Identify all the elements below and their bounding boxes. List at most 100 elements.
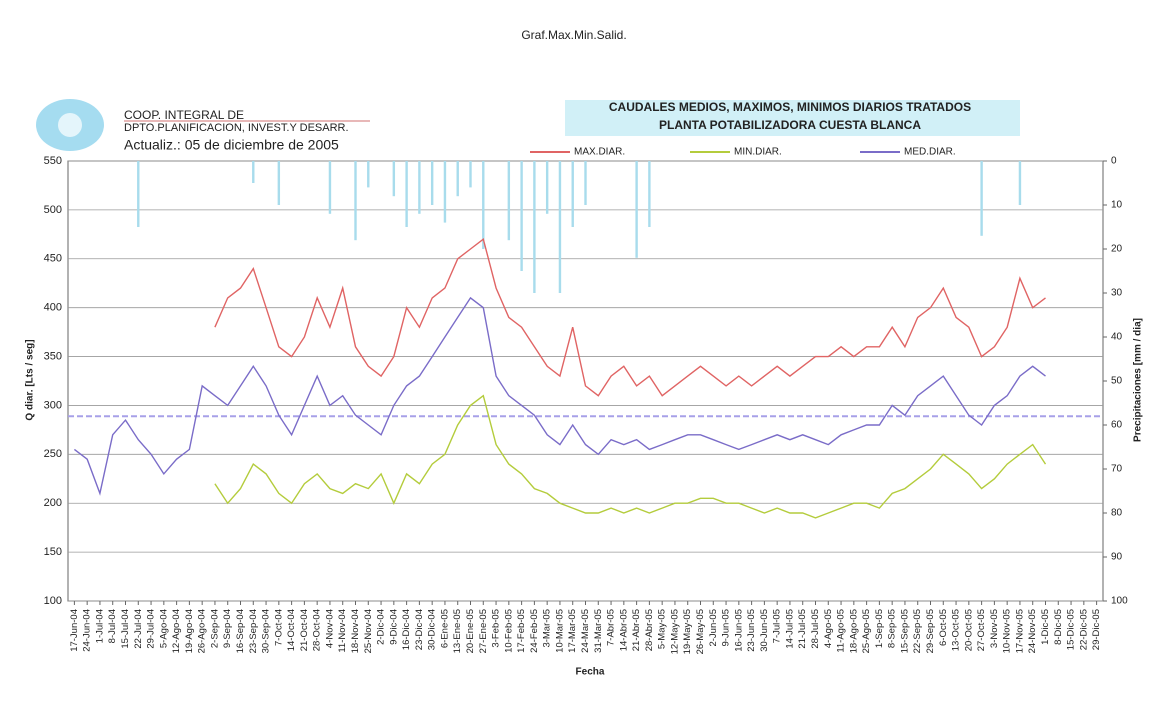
- x-tick-label: 31-Mar-05: [593, 609, 604, 653]
- chart-title: CAUDALES MEDIOS, MAXIMOS, MINIMOS DIARIO…: [609, 100, 971, 114]
- y-tick-label: 200: [44, 497, 62, 509]
- x-tick-label: 17-Nov-05: [1014, 609, 1025, 653]
- updated: Actualiz.: 05 de diciembre de 2005: [124, 137, 339, 153]
- x-tick-label: 23-Sep-04: [248, 609, 259, 653]
- x-tick-label: 17-Feb-05: [516, 609, 527, 653]
- x-tick-label: 3-Mar-05: [542, 609, 553, 648]
- x-tick-label: 23-Jun-05: [746, 609, 757, 652]
- x-tick-label: 10-Mar-05: [554, 609, 565, 653]
- x-tick-label: 10-Feb-05: [503, 609, 514, 653]
- x-tick-label: 6-Oct-05: [938, 609, 949, 646]
- x-tick-label: 16-Jun-05: [733, 609, 744, 652]
- org-line1: COOP. INTEGRAL DE: [124, 108, 244, 122]
- x-tick-label: 19-May-05: [682, 609, 693, 654]
- precipitation-bar: [469, 161, 472, 188]
- x-tick-label: 15-Dic-05: [1066, 609, 1077, 650]
- series-line: [73, 296, 1046, 496]
- x-tick-label: 9-Jun-05: [721, 609, 732, 647]
- x-tick-label: 8-Jul-04: [107, 609, 118, 643]
- precipitation-bar: [430, 161, 434, 205]
- header-band: [565, 100, 1020, 136]
- y2-tick-label: 100: [1111, 596, 1128, 607]
- x-tick-label: 30-Jun-05: [759, 609, 770, 652]
- x-tick-label: 15-Sep-05: [899, 609, 910, 653]
- x-tick-label: 14-Abr-05: [618, 609, 629, 651]
- y-tick-label: 450: [44, 253, 62, 265]
- x-tick-label: 11-Nov-04: [337, 609, 348, 653]
- x-tick-label: 5-May-05: [657, 609, 668, 649]
- y2-tick-label: 50: [1111, 376, 1123, 387]
- precipitation-bar: [367, 161, 370, 188]
- x-tick-label: 16-Dic-04: [401, 609, 412, 650]
- x-tick-label: 20-Oct-05: [963, 609, 974, 651]
- x-tick-label: 18-Nov-04: [350, 609, 361, 653]
- x-tick-label: 26-Ago-04: [197, 609, 208, 653]
- x-tick-label: 17-Jun-04: [69, 609, 80, 652]
- precipitation-bar: [571, 161, 574, 227]
- precipitation-bar: [584, 161, 587, 205]
- x-tick-label: 23-Dic-04: [414, 609, 425, 650]
- x-tick-label: 28-Abr-05: [644, 609, 655, 651]
- logo: [36, 99, 104, 151]
- x-tick-label: 25-Ago-05: [861, 609, 872, 653]
- x-tick-label: 21-Abr-05: [631, 609, 642, 651]
- y2-tick-label: 80: [1111, 508, 1123, 519]
- x-tick-label: 4-Nov-04: [324, 609, 335, 648]
- precipitation-bar: [277, 161, 281, 205]
- x-tick-label: 2-Dic-04: [376, 609, 387, 645]
- x-tick-label: 8-Sep-05: [887, 609, 898, 648]
- x-tick-label: 28-Jul-05: [810, 609, 821, 649]
- x-tick-label: 1-Sep-05: [874, 609, 885, 648]
- precipitation-bar: [558, 161, 562, 293]
- x-tick-label: 21-Oct-04: [299, 609, 310, 651]
- precipitation-bar: [392, 161, 396, 197]
- x-tick-label: 7-Oct-04: [273, 609, 284, 646]
- x-tick-label: 27-Ene-05: [478, 609, 489, 653]
- x-tick-label: 13-Ene-05: [452, 609, 463, 653]
- y-axis-label: Q diar. [Lts / seg]: [25, 339, 36, 420]
- x-tick-label: 20-Ene-05: [465, 609, 476, 653]
- x-tick-label: 2-Jun-05: [708, 609, 719, 647]
- x-tick-label: 11-Ago-05: [836, 609, 847, 653]
- x-tick-label: 3-Nov-05: [989, 609, 1000, 648]
- x-tick-label: 29-Dic-05: [1091, 609, 1102, 650]
- x-tick-label: 22-Sep-05: [912, 609, 923, 653]
- y-tick-label: 350: [44, 350, 62, 362]
- precipitation-bar: [418, 161, 421, 214]
- x-tick-label: 13-Oct-05: [951, 609, 962, 651]
- precipitation-bar: [252, 161, 255, 183]
- y-tick-label: 300: [44, 399, 62, 411]
- y-tick-label: 400: [44, 302, 62, 314]
- y-tick-label: 250: [44, 448, 62, 460]
- y2-tick-label: 10: [1111, 200, 1123, 211]
- x-tick-label: 7-Jul-05: [772, 609, 783, 643]
- x-tick-label: 2-Sep-04: [209, 609, 220, 648]
- x-tick-label: 16-Sep-04: [235, 609, 246, 653]
- x-tick-label: 22-Jul-04: [133, 609, 144, 649]
- x-tick-label: 5-Ago-04: [158, 609, 169, 648]
- y2-tick-label: 60: [1111, 420, 1123, 431]
- x-tick-label: 8-Dic-05: [1053, 609, 1064, 645]
- y2-tick-label: 90: [1111, 552, 1123, 563]
- y2-tick-label: 40: [1111, 332, 1123, 343]
- series-line: [214, 394, 1047, 519]
- y-tick-label: 500: [44, 204, 62, 216]
- precipitation-bar: [545, 161, 549, 214]
- chart-subtitle: PLANTA POTABILIZADORA CUESTA BLANCA: [659, 118, 921, 132]
- x-tick-label: 7-Abr-05: [606, 609, 617, 646]
- x-tick-label: 3-Feb-05: [491, 609, 502, 648]
- x-tick-label: 21-Jul-05: [797, 609, 808, 649]
- x-tick-label: 24-Feb-05: [529, 609, 540, 653]
- x-tick-label: 19-Ago-04: [184, 609, 195, 653]
- x-tick-label: 12-May-05: [669, 609, 680, 654]
- precipitation-bar: [328, 161, 332, 214]
- y-tick-label: 550: [44, 155, 62, 167]
- y2-tick-label: 20: [1111, 244, 1123, 255]
- x-tick-label: 22-Dic-05: [1078, 609, 1089, 650]
- x-tick-label: 12-Ago-04: [171, 609, 182, 653]
- x-tick-label: 27-Oct-05: [976, 609, 987, 651]
- x-tick-label: 17-Mar-05: [567, 609, 578, 653]
- legend-label: MED.DIAR.: [904, 147, 956, 158]
- y2-axis-label: Precipitaciones [mm / dia]: [1133, 318, 1144, 442]
